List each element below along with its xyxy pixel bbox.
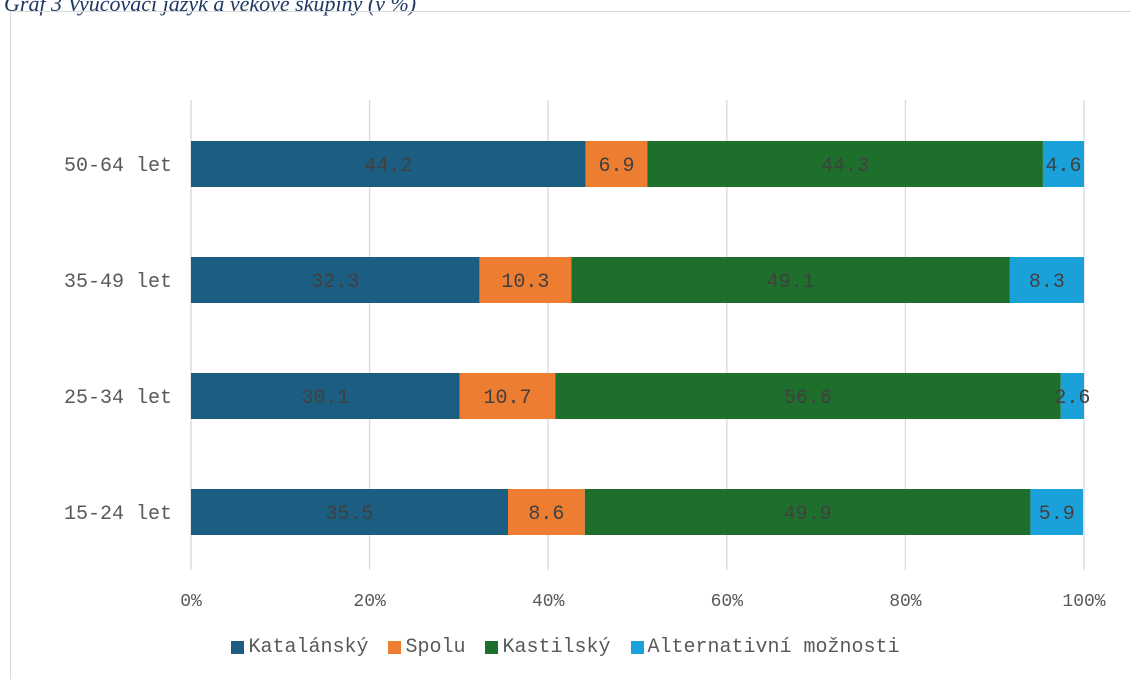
bar-segment xyxy=(508,489,585,535)
x-tick-label: 40% xyxy=(532,592,565,612)
category-label: 35-49 let xyxy=(64,271,172,294)
x-tick-label: 20% xyxy=(353,592,386,612)
legend-item: Katalánský xyxy=(231,636,368,659)
bar-segment xyxy=(1060,373,1084,419)
bar-segment xyxy=(191,257,480,303)
bar-segment xyxy=(584,489,1031,535)
legend-swatch xyxy=(485,641,499,654)
legend-label: Kastilský xyxy=(502,636,611,659)
legend-item: Kastilský xyxy=(485,636,611,659)
data-label: 44.2 xyxy=(364,155,412,178)
bar-segment xyxy=(191,141,586,187)
data-label: 4.6 xyxy=(1045,155,1081,178)
data-label: 35.5 xyxy=(325,503,373,526)
x-tick-label: 80% xyxy=(889,592,922,612)
category-label: 25-34 let xyxy=(64,387,172,410)
bar-segment xyxy=(479,257,572,303)
bar-segment xyxy=(585,141,648,187)
legend-label: Alternativní možnosti xyxy=(647,636,900,659)
chart-legend: Katalánský Spolu Kastilský Alternativní mož… xyxy=(0,636,1131,659)
data-label: 49.9 xyxy=(784,503,832,526)
data-label: 8.6 xyxy=(528,503,564,526)
data-label: 5.9 xyxy=(1039,503,1075,526)
data-label: 56.6 xyxy=(784,387,832,410)
data-label: 10.3 xyxy=(501,271,549,294)
bar-segment xyxy=(1009,257,1084,303)
legend-item: Spolu xyxy=(388,636,465,659)
x-tick-label: 100% xyxy=(1062,592,1105,612)
bar-segment xyxy=(1030,489,1084,535)
category-label: 50-64 let xyxy=(64,155,172,178)
data-label: 32.3 xyxy=(311,271,359,294)
legend-swatch xyxy=(231,641,245,654)
bar-segment xyxy=(191,373,460,419)
bar-segment xyxy=(571,257,1010,303)
legend-item: Alternativní možnosti xyxy=(630,636,900,659)
stacked-bar-chart: 0% 20% 40% 60% 80% 100% 50-64 let 44.2 6.9 44.3 4.… xyxy=(64,100,1106,612)
chart-caption: Graf 3 Vyučovací jazyk a věkové skupiny … xyxy=(4,0,417,16)
bar-segment xyxy=(1042,141,1084,187)
legend-label: Katalánský xyxy=(248,636,369,659)
x-tick-label: 0% xyxy=(180,592,202,612)
bar-segment xyxy=(555,373,1061,419)
legend-label: Spolu xyxy=(405,636,466,659)
legend-swatch xyxy=(388,641,402,654)
category-label: 15-24 let xyxy=(64,503,172,526)
bar-segment xyxy=(191,489,509,535)
data-label: 6.9 xyxy=(599,155,635,178)
data-label: 30.1 xyxy=(301,387,349,410)
data-label: 2.6 xyxy=(1054,387,1090,410)
data-label: 8.3 xyxy=(1029,271,1065,294)
data-label: 10.7 xyxy=(484,387,532,410)
bar-segment xyxy=(459,373,556,419)
chart-frame xyxy=(10,11,1131,679)
bar-segment xyxy=(647,141,1043,187)
legend-swatch xyxy=(630,641,644,654)
data-label: 44.3 xyxy=(821,155,869,178)
data-label: 49.1 xyxy=(767,271,815,294)
x-tick-label: 60% xyxy=(711,592,744,612)
